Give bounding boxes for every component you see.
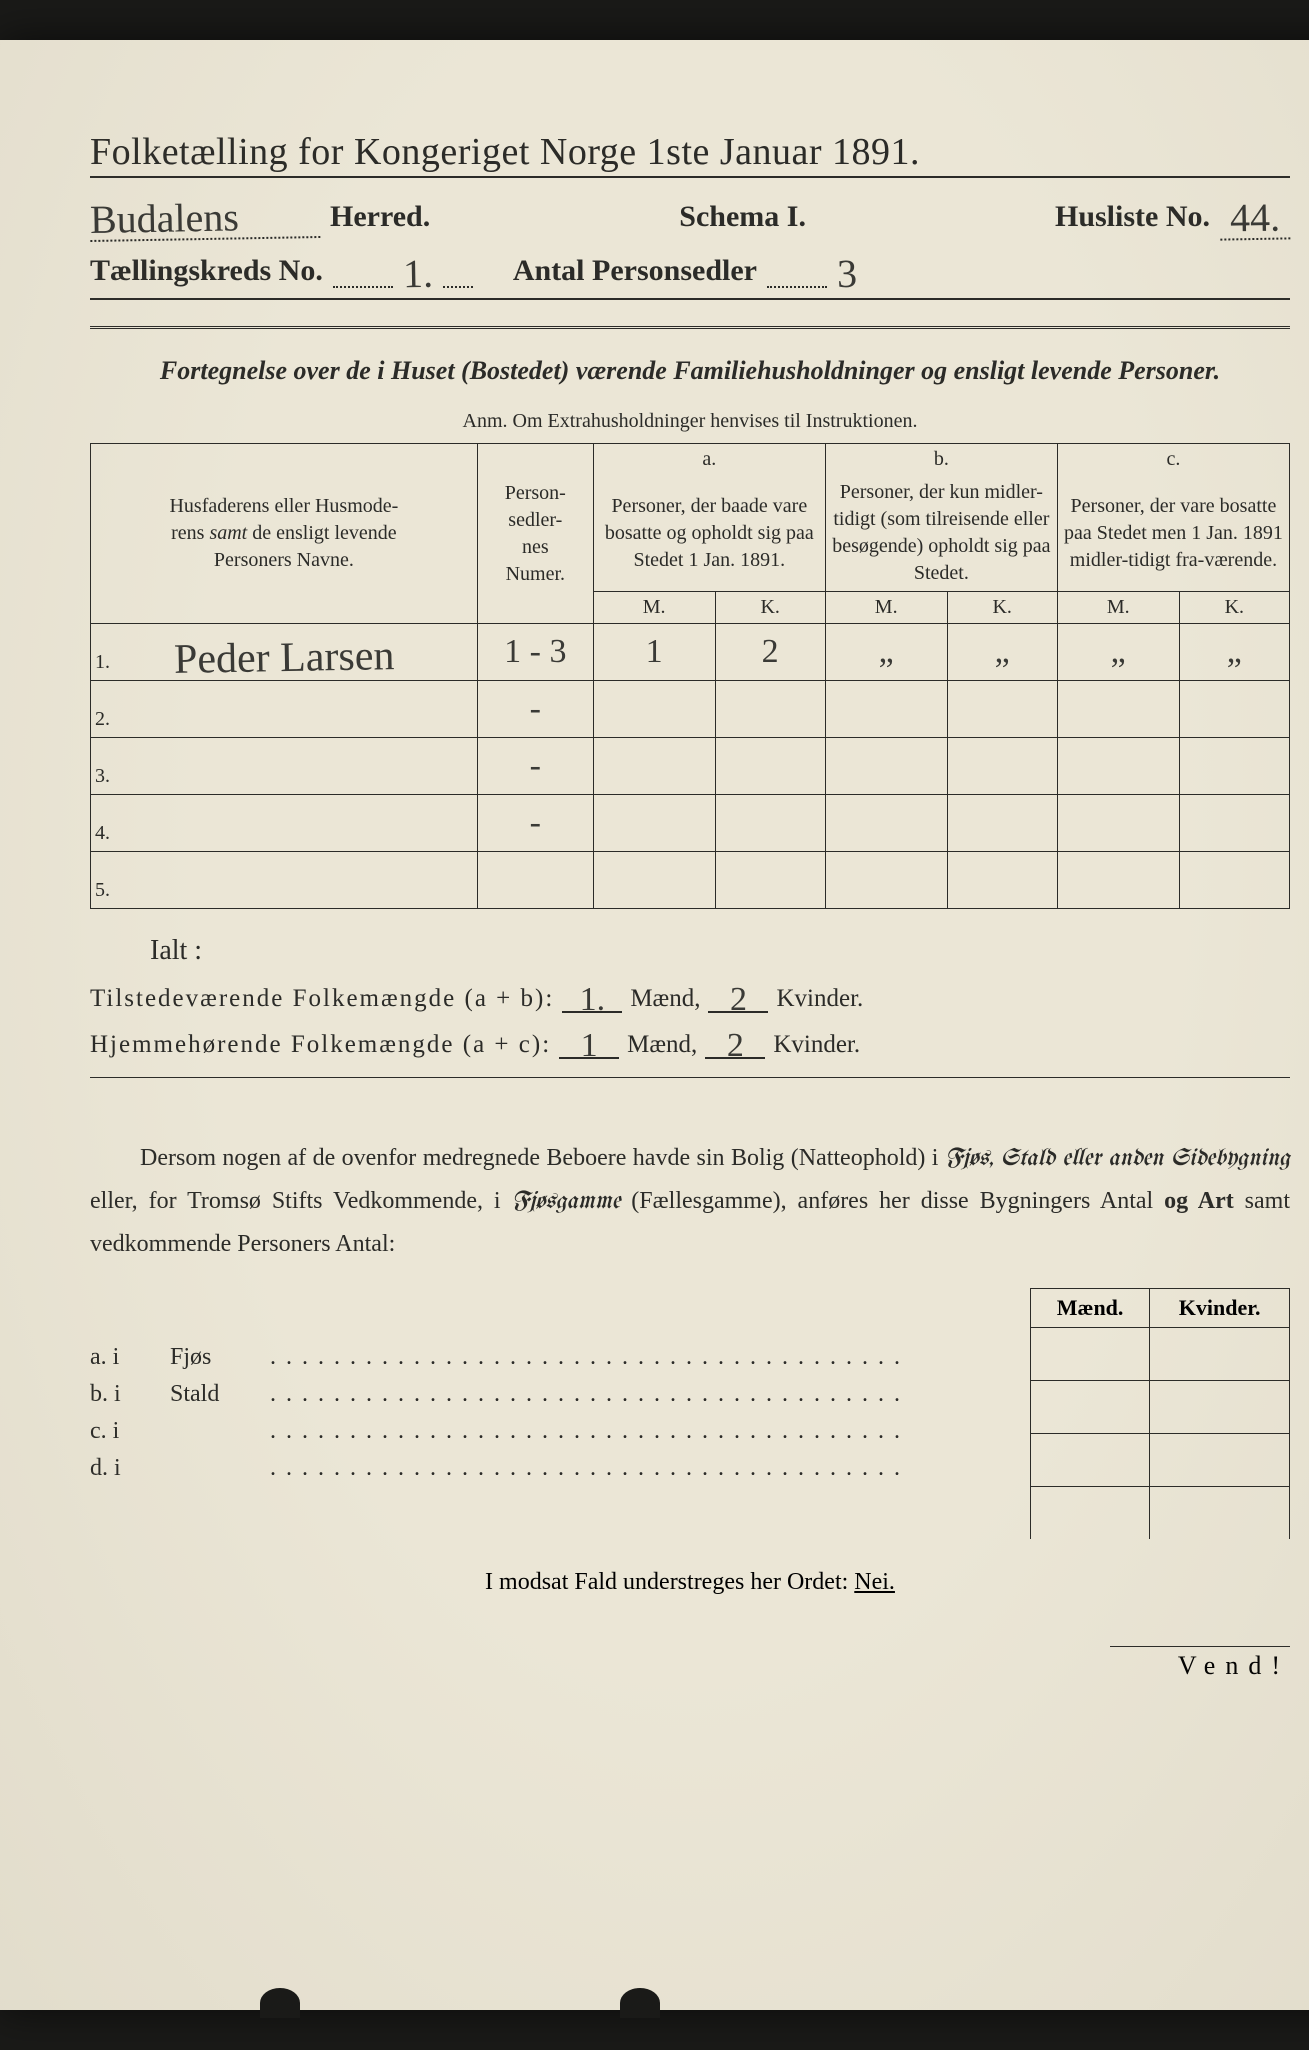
resident-k: 2 (727, 1027, 744, 1064)
col-b-top: b. (934, 448, 949, 470)
nei-line: I modsat Fald understreges her Ordet: Ne… (90, 1569, 1290, 1596)
col-c: Personer, der vare bosatte paa Stedet me… (1064, 495, 1283, 571)
building-list-item: d. i. . . . . . . . . . . . . . . . . . … (90, 1455, 1030, 1482)
household-table: Husfaderens eller Husmode-rens samt de e… (90, 443, 1290, 909)
table-row: 3.- (91, 738, 1290, 795)
ialt-label: Ialt : (150, 935, 1290, 967)
col-c-k: K. (1179, 592, 1289, 624)
resident-m: 1 (581, 1027, 598, 1064)
divider-2 (90, 1077, 1290, 1078)
table-row: 5. (91, 852, 1290, 909)
table-row: 2.- (91, 681, 1290, 738)
antal-label: Antal Personsedler (513, 254, 757, 288)
col-a-k: K. (715, 592, 825, 624)
col-b-m: M. (825, 592, 947, 624)
bldg-m: Mænd. (1031, 1289, 1150, 1328)
building-count-table: Mænd.Kvinder. (1030, 1288, 1290, 1539)
table-row: 4.- (91, 795, 1290, 852)
bldg-k: Kvinder. (1150, 1289, 1290, 1328)
kreds-row: Tællingskreds No. 1. Antal Personsedler … (90, 248, 1290, 300)
nei-word: Nei. (854, 1569, 895, 1595)
col-a-top: a. (702, 448, 716, 470)
census-form-page: Folketælling for Kongeriget Norge 1ste J… (0, 40, 1309, 2010)
col-name: Husfaderens eller Husmode-rens samt de e… (169, 495, 398, 571)
antal-handwritten: 3 (837, 254, 858, 294)
kreds-label: Tællingskreds No. (90, 254, 323, 288)
col-a-m: M. (593, 592, 715, 624)
total-resident-row: Hjemmehørende Folkemængde (a + c): 1 Mæn… (90, 1027, 1290, 1059)
nei-text: I modsat Fald understreges her Ordet: (485, 1569, 848, 1595)
kvinder-label-2: Kvinder. (773, 1031, 860, 1059)
building-list-item: a. iFjøs. . . . . . . . . . . . . . . . … (90, 1344, 1030, 1371)
maend-label-2: Mænd, (627, 1031, 697, 1059)
building-list-item: b. iStald. . . . . . . . . . . . . . . .… (90, 1381, 1030, 1408)
col-c-m: M. (1057, 592, 1179, 624)
building-list-item: c. i. . . . . . . . . . . . . . . . . . … (90, 1418, 1030, 1445)
form-anm: Anm. Om Extrahusholdninger henvises til … (90, 410, 1290, 433)
schema-label: Schema I. (679, 200, 806, 234)
maend-label: Mænd, (630, 985, 700, 1013)
vend-label: Vend! (1110, 1646, 1290, 1681)
table-row: 1.Peder Larsen1 - 312„„„„ (91, 624, 1290, 681)
page-tear (260, 1988, 300, 2018)
col-c-top: c. (1166, 448, 1180, 470)
husliste-handwritten: 44. (1220, 197, 1291, 240)
col-num: Person-sedler-nesNumer. (505, 482, 566, 585)
form-title: Folketælling for Kongeriget Norge 1ste J… (90, 130, 1290, 178)
kvinder-label: Kvinder. (776, 985, 863, 1013)
col-b: Personer, der kun midler-tidigt (som til… (832, 481, 1050, 584)
husliste-label: Husliste No. (1055, 200, 1210, 234)
herred-label: Herred. (330, 200, 430, 234)
col-b-k: K. (947, 592, 1057, 624)
building-paragraph: Dersom nogen af de ovenfor medregnede Be… (90, 1138, 1290, 1264)
herred-handwritten: Budalens (90, 196, 321, 242)
present-k: 2 (730, 981, 747, 1018)
page-tear (620, 1988, 660, 2018)
divider (90, 326, 1290, 329)
kreds-handwritten: 1. (402, 254, 433, 295)
total-present-row: Tilstedeværende Folkemængde (a + b): 1. … (90, 981, 1290, 1013)
form-subtitle: Fortegnelse over de i Huset (Bostedet) v… (90, 351, 1290, 390)
resident-label: Hjemmehørende Folkemængde (a + c): (90, 1031, 551, 1059)
present-label: Tilstedeværende Folkemængde (a + b): (90, 985, 554, 1013)
col-a: Personer, der baade vare bosatte og opho… (605, 495, 814, 571)
present-m: 1. (580, 981, 606, 1018)
herred-row: Budalens Herred. Schema I. Husliste No. … (90, 192, 1290, 234)
